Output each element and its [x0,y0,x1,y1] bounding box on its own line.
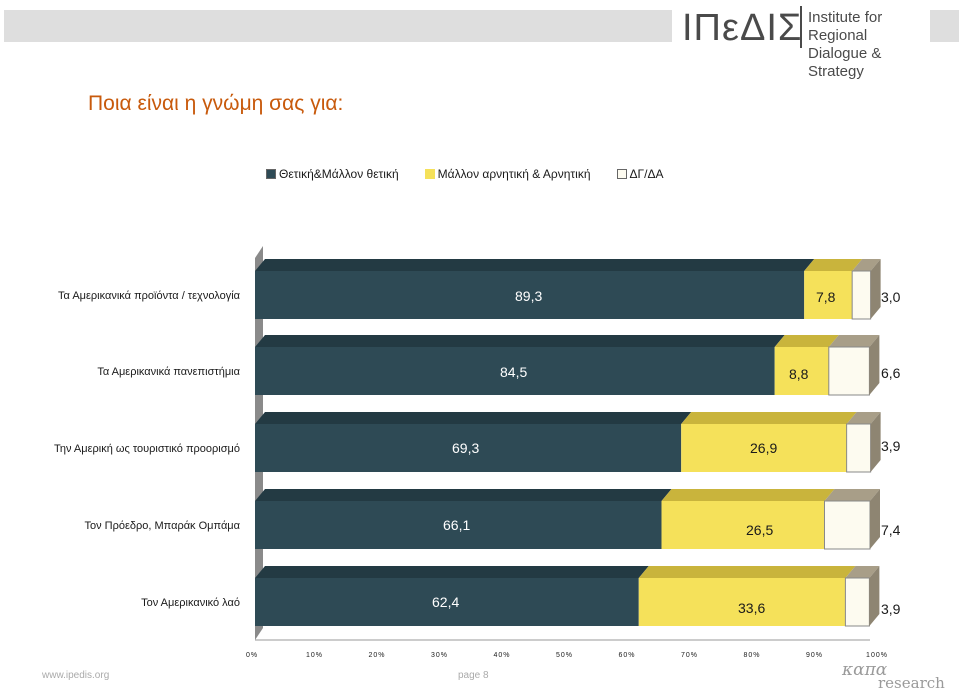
kapa-logo-sub: research [878,674,945,692]
x-tick-label-10: 100% [866,652,888,659]
legend-item-negative: Μάλλον αρνητική & Αρνητική [424,167,591,181]
bar-top-2-2 [846,412,881,424]
legend-swatch-dk [616,169,627,179]
footer-page-number: page 8 [458,670,489,681]
bar-top-0-0 [255,259,815,271]
data-label-0-3: 66,1 [443,517,470,533]
logo-line-1: Institute for Regional [808,9,883,44]
bar-segment-1-0 [804,271,853,319]
bar-side-2 [870,412,881,472]
bar-side-0 [870,259,881,319]
legend-swatch-negative [424,169,435,179]
bar-segment-1-2 [681,424,847,472]
data-label-0-0: 89,3 [515,288,542,304]
bar-segment-1-3 [661,501,825,549]
data-label-1-2: 26,9 [750,440,777,456]
x-tick-label-7: 70% [681,652,698,659]
bar-top-1-4 [638,566,856,578]
bar-segment-2-0 [851,270,872,320]
data-label-1-4: 33,6 [738,600,765,616]
legend-label-positive: Θετική&Μάλλον θετική [279,167,399,181]
data-label-1-1: 8,8 [789,366,809,382]
bar-side-1 [869,335,880,395]
x-tick-label-4: 40% [493,652,510,659]
bar-top-0-4 [255,566,649,578]
bar-top-1-1 [774,335,839,347]
x-tick-label-6: 60% [618,652,635,659]
kapa-research-logo: καπα research [832,660,945,692]
bar-top-1-2 [681,412,857,424]
category-label-3: Τον Πρόεδρο, Μπαράκ Ομπάμα [84,520,240,532]
bar-segment-0-3 [255,501,662,549]
bar-segment-1-4 [638,578,846,626]
data-label-2-3: 7,4 [881,522,901,538]
data-label-1-0: 7,8 [816,289,836,305]
data-label-2-2: 3,9 [881,438,901,454]
category-label-4: Τον Αμερικανικό λαό [141,597,240,609]
bar-top-1-0 [804,259,863,271]
data-label-2-0: 3,0 [881,289,901,305]
bar-segment-0-4 [255,578,639,626]
logo-mark: ΙΠεΔΙΣ [682,7,803,49]
data-label-0-2: 69,3 [452,440,479,456]
legend-label-negative: Μάλλον αρνητική & Αρνητική [437,167,591,181]
bar-top-1-3 [661,489,835,501]
data-label-0-1: 84,5 [500,364,527,380]
bar-top-2-0 [852,259,881,271]
ipedis-logo: ΙΠεΔΙΣ Institute for Regional Dialogue &… [682,4,932,80]
data-label-2-4: 3,9 [881,601,901,617]
x-tick-label-3: 30% [431,652,448,659]
bar-top-2-1 [828,335,880,347]
legend-item-dk: ΔΓ/ΔΑ [616,167,664,181]
logo-divider [800,6,802,48]
bar-segment-0-1 [255,347,775,395]
chart-legend: Θετική&Μάλλον θετική Μάλλον αρνητική & Α… [266,167,690,181]
bar-top-0-1 [255,335,785,347]
header-band [4,10,672,42]
category-label-1: Τα Αμερικανικά πανεπιστήμια [97,366,240,378]
x-tick-label-5: 50% [556,652,573,659]
kapa-logo-main: καπα [842,660,888,680]
legend-swatch-positive [266,169,276,179]
data-label-2-1: 6,6 [881,365,901,381]
header-band-right [930,10,959,42]
bar-segment-2-3 [823,500,871,550]
x-tick-label-0: 0% [246,652,258,659]
x-tick-label-9: 90% [806,652,823,659]
logo-line-2: Dialogue & Strategy [808,45,882,80]
footer-url[interactable]: www.ipedis.org [42,670,110,681]
x-tick-label-2: 20% [368,652,385,659]
bar-top-0-2 [255,412,692,424]
category-label-2: Την Αμερική ως τουριστικό προορισμό [54,443,240,455]
data-label-0-4: 62,4 [432,594,459,610]
bar-top-0-3 [255,489,672,501]
bar-side-4 [869,566,880,626]
bar-segment-2-1 [828,346,870,396]
bar-segment-2-2 [846,423,872,473]
legend-label-dk: ΔΓ/ΔΑ [629,167,664,181]
x-tick-label-1: 10% [306,652,323,659]
bar-segment-1-1 [774,347,829,395]
logo-text: Institute for Regional Dialogue & Strate… [808,9,932,81]
page-title: Ποια είναι η γνώμη σας για: [88,92,344,115]
bar-top-2-4 [845,566,880,578]
category-label-0: Τα Αμερικανικά προϊόντα / τεχνολογία [58,290,241,302]
legend-item-positive: Θετική&Μάλλον θετική [266,167,399,181]
bar-side-3 [870,489,880,549]
bar-segment-0-2 [255,424,682,472]
bar-segment-0-0 [255,271,805,319]
x-tick-label-8: 80% [743,652,760,659]
bar-segment-2-4 [844,577,870,627]
data-label-1-3: 26,5 [746,522,773,538]
bar-top-2-3 [824,489,880,501]
